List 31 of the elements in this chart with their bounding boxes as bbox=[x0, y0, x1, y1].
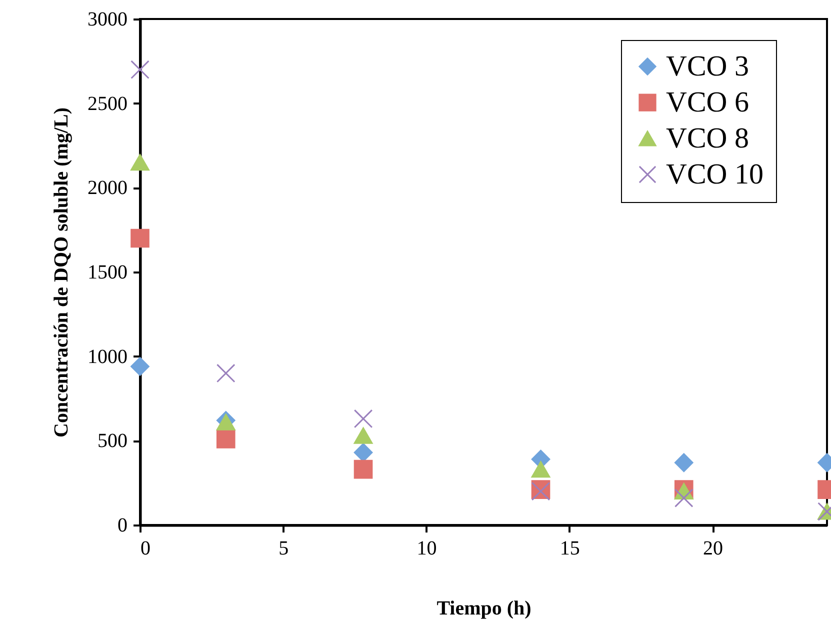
x-tick-label: 0 bbox=[140, 538, 150, 560]
point bbox=[130, 154, 150, 171]
point bbox=[354, 427, 373, 444]
point bbox=[674, 453, 694, 472]
x-tick-label: 15 bbox=[560, 538, 580, 560]
y-tick-label: 2500 bbox=[88, 92, 128, 115]
point bbox=[531, 461, 550, 478]
y-tick-label: 1000 bbox=[88, 346, 128, 368]
y-axis-title: Concentración de DQO soluble (mg/L) bbox=[50, 108, 72, 438]
y-tick-label: 500 bbox=[98, 430, 128, 452]
point bbox=[674, 488, 694, 508]
legend-label: VCO 3 bbox=[666, 50, 749, 82]
point bbox=[354, 409, 373, 428]
point bbox=[130, 357, 150, 376]
x-axis-title: Tiempo (h) bbox=[436, 598, 532, 620]
point bbox=[216, 430, 236, 448]
legend-label: VCO 6 bbox=[666, 86, 749, 118]
point bbox=[130, 60, 150, 80]
point bbox=[216, 364, 236, 383]
y-tick-label: 0 bbox=[118, 514, 128, 536]
point bbox=[354, 460, 373, 479]
y-tick-label: 2000 bbox=[88, 177, 128, 200]
x-tick-label: 5 bbox=[278, 538, 289, 560]
point bbox=[354, 443, 373, 462]
x-tick-label: 20 bbox=[703, 538, 723, 560]
legend-label: VCO 8 bbox=[666, 122, 749, 154]
x-tick-label: 10 bbox=[416, 538, 437, 560]
y-tick-label: 1500 bbox=[88, 262, 128, 284]
legend-label: VCO 10 bbox=[666, 158, 764, 190]
y-tick-label: 3000 bbox=[88, 8, 128, 30]
point bbox=[130, 228, 150, 248]
